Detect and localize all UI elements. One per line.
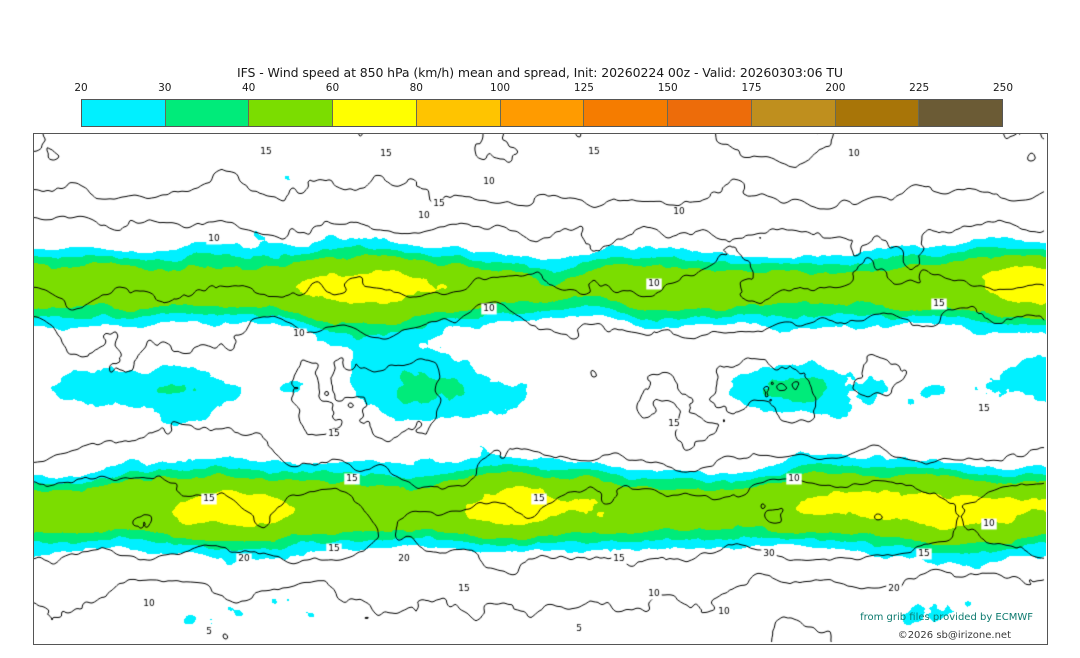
colorbar-segment-4 [416, 100, 501, 126]
wind-speed-field [34, 134, 1046, 643]
colorbar-tick-40: 40 [241, 82, 256, 94]
colorbar-segment-3 [333, 100, 417, 126]
colorbar-tick-175: 175 [741, 82, 762, 94]
colorbar-segment-6 [584, 100, 669, 126]
colorbar-segment-5 [500, 100, 585, 126]
colorbar-tick-80: 80 [409, 82, 423, 94]
colorbar-segment-8 [751, 100, 836, 126]
colorbar-segment-10 [919, 100, 1003, 126]
colorbar-tick-200: 200 [825, 82, 846, 94]
colorbar-segment-9 [835, 100, 920, 126]
colorbar-tick-30: 30 [158, 82, 172, 94]
colorbar-gradient [81, 99, 1003, 127]
colorbar-tick-labels: 20 30 40 60 80 100 125 150 175 200 225 250 [0, 82, 1080, 96]
colorbar-tick-100: 100 [490, 82, 511, 94]
weather-map[interactable]: from grib files provided by ECMWF ©2026 … [33, 133, 1048, 645]
colorbar-tick-250: 250 [992, 82, 1014, 94]
colorbar-segment-2 [249, 100, 334, 126]
colorbar-tick-20: 20 [74, 82, 88, 94]
colorbar-segment-0 [82, 100, 166, 126]
colorbar-tick-125: 125 [573, 82, 594, 94]
colorbar-tick-225: 225 [909, 82, 930, 94]
colorbar-tick-60: 60 [325, 82, 340, 94]
colorbar-tick-150: 150 [657, 82, 678, 94]
colorbar-segment-1 [165, 100, 250, 126]
page-title: IFS - Wind speed at 850 hPa (km/h) mean … [237, 65, 843, 80]
colorbar-segment-7 [668, 100, 752, 126]
colorbar [81, 99, 1003, 127]
